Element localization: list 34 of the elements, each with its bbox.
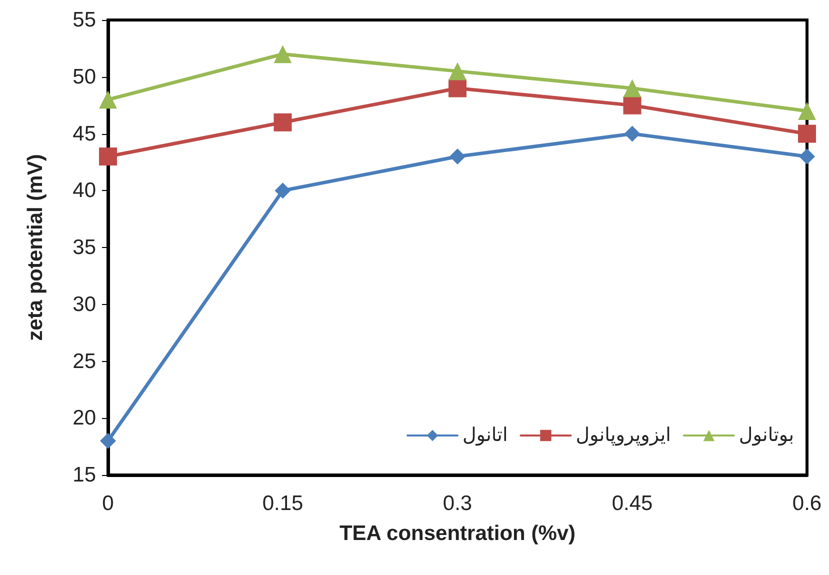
x-tick-label: 0.45 — [612, 492, 653, 515]
point — [448, 62, 466, 80]
y-tick-label: 25 — [72, 350, 96, 373]
point — [623, 96, 642, 114]
x-tick-label: 0.15 — [262, 492, 304, 515]
point — [798, 102, 816, 120]
x-tick-label: 0 — [102, 492, 114, 515]
y-tick-label: 35 — [72, 236, 96, 259]
legend-label: اتانول — [462, 425, 508, 446]
legend-label: بوتانول — [738, 425, 794, 446]
y-tick-label: 50 — [72, 65, 96, 88]
x-tick-label: 0.3 — [442, 492, 472, 515]
y-tick-label: 20 — [72, 406, 96, 430]
x-axis-title: TEA consentration (%v) — [339, 522, 576, 545]
point — [274, 182, 291, 199]
y-tick-label: 55 — [72, 8, 96, 32]
point — [448, 79, 466, 98]
x-tick-label: 0.6 — [792, 492, 822, 515]
point — [274, 113, 292, 132]
point — [450, 148, 466, 164]
y-tick-label: 40 — [72, 179, 96, 202]
point — [100, 432, 116, 449]
y-tick-label: 15 — [72, 464, 96, 486]
point — [624, 126, 640, 142]
y-tick-label: 30 — [72, 292, 96, 316]
point — [99, 148, 117, 166]
y-axis-title: zeta potential (mV) — [24, 154, 47, 341]
y-tick-label: 45 — [72, 122, 96, 146]
legend-label: ایزوپروپانول — [576, 425, 671, 446]
point — [798, 124, 816, 143]
point — [99, 90, 117, 109]
point — [274, 45, 292, 64]
point — [623, 79, 642, 98]
point — [799, 148, 815, 164]
